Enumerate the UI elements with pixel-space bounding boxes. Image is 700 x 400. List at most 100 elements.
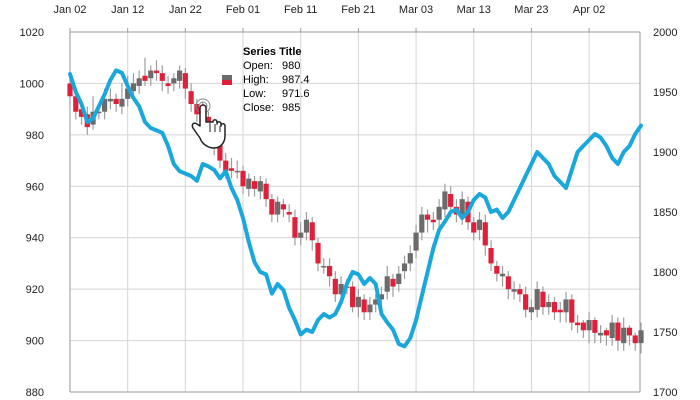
candle-body[interactable] — [269, 199, 275, 215]
candle-body[interactable] — [240, 170, 246, 187]
candle-body[interactable] — [350, 286, 356, 308]
candle-body[interactable] — [119, 98, 125, 107]
candle-body[interactable] — [569, 299, 575, 323]
candle-body[interactable] — [332, 278, 338, 295]
candle-body[interactable] — [275, 201, 281, 215]
candle-body[interactable] — [113, 98, 119, 104]
candle-body[interactable] — [107, 98, 113, 102]
candle-body[interactable] — [499, 273, 506, 277]
candle-body[interactable] — [78, 109, 85, 117]
candle-body[interactable] — [540, 291, 546, 308]
candle-body[interactable] — [626, 327, 633, 336]
candle-body[interactable] — [303, 219, 310, 233]
candle-body[interactable] — [246, 178, 252, 189]
candle-body[interactable] — [598, 332, 604, 336]
candle-body[interactable] — [136, 78, 142, 86]
candle-body[interactable] — [67, 83, 73, 97]
candle-body[interactable] — [257, 181, 263, 192]
candle-body[interactable] — [176, 70, 183, 81]
candle-body[interactable] — [448, 194, 454, 207]
candle-body[interactable] — [557, 309, 563, 313]
candle-body[interactable] — [326, 266, 333, 277]
candle-body[interactable] — [361, 299, 367, 313]
candle-body[interactable] — [523, 294, 529, 310]
candle-body[interactable] — [517, 289, 523, 295]
candle-body[interactable] — [482, 222, 488, 246]
line-series[interactable] — [68, 68, 643, 349]
candle-body[interactable] — [442, 191, 448, 210]
candle-body[interactable] — [315, 242, 321, 264]
candle-body[interactable] — [367, 304, 373, 313]
candle-body[interactable] — [125, 88, 131, 99]
candle-body[interactable] — [621, 327, 627, 344]
candle-body[interactable] — [603, 330, 609, 336]
candle-body[interactable] — [223, 160, 229, 171]
line-series-path[interactable] — [68, 68, 643, 349]
candle-body[interactable] — [321, 266, 327, 268]
candlestick-series[interactable] — [67, 57, 644, 354]
candle-body[interactable] — [471, 222, 477, 233]
candle-body[interactable] — [263, 183, 269, 200]
y-left-tick-label: 940 — [26, 233, 44, 245]
candle-body[interactable] — [407, 253, 413, 264]
candle-body[interactable] — [298, 232, 304, 238]
candle-body[interactable] — [413, 232, 419, 251]
candle-body[interactable] — [188, 91, 194, 104]
candle-body[interactable] — [355, 296, 361, 308]
candle-body[interactable] — [384, 276, 390, 292]
candle-body[interactable] — [546, 302, 552, 308]
candle-body[interactable] — [574, 322, 581, 326]
candle-body[interactable] — [182, 73, 188, 89]
candle-body[interactable] — [130, 83, 137, 92]
candle-body[interactable] — [488, 248, 494, 264]
candle-body[interactable] — [286, 212, 292, 215]
candle-body[interactable] — [378, 294, 385, 300]
candle-body[interactable] — [280, 204, 286, 210]
candle-body[interactable] — [159, 73, 165, 81]
candle-body[interactable] — [494, 266, 500, 274]
candle-body[interactable] — [251, 181, 258, 189]
candle-body[interactable] — [292, 217, 298, 238]
candle-body[interactable] — [563, 299, 569, 313]
candle-body[interactable] — [338, 284, 344, 295]
grid — [69, 31, 640, 393]
candle-body[interactable] — [153, 70, 160, 74]
candle-body[interactable] — [165, 83, 171, 86]
candle-body[interactable] — [390, 278, 396, 287]
candle-body[interactable] — [419, 214, 425, 233]
candle-body[interactable] — [401, 263, 408, 272]
candle-body[interactable] — [638, 330, 644, 344]
candle-body[interactable] — [511, 289, 517, 292]
candle-body[interactable] — [615, 322, 621, 341]
candle-body[interactable] — [505, 276, 511, 290]
candle-body[interactable] — [234, 170, 240, 173]
candle-body[interactable] — [586, 320, 592, 331]
candle-body[interactable] — [142, 75, 148, 81]
candle-body[interactable] — [592, 320, 598, 333]
candle-body[interactable] — [632, 335, 638, 344]
candle-body[interactable] — [373, 299, 379, 305]
candle-body[interactable] — [430, 219, 436, 223]
x-tick-label: Jan 22 — [169, 4, 202, 16]
candle-body[interactable] — [148, 70, 154, 79]
candle-body[interactable] — [309, 222, 315, 241]
candle-body[interactable] — [534, 289, 540, 310]
x-tick-label: Mar 23 — [514, 4, 548, 16]
candle-body[interactable] — [580, 322, 586, 331]
candle-body[interactable] — [551, 302, 558, 313]
y-left-tick-label: 960 — [26, 181, 44, 193]
candle-body[interactable] — [96, 111, 102, 114]
candle-body[interactable] — [528, 307, 535, 313]
candle-body[interactable] — [436, 206, 442, 220]
candle-body[interactable] — [396, 273, 402, 284]
candle-body[interactable] — [73, 96, 79, 112]
candle-body[interactable] — [425, 214, 431, 220]
candle-body[interactable] — [609, 322, 615, 338]
candle-body[interactable] — [459, 199, 465, 215]
candle-body[interactable] — [171, 78, 177, 84]
candle-body[interactable] — [228, 168, 235, 171]
candle-body[interactable] — [217, 145, 223, 161]
candle-body[interactable] — [476, 219, 483, 230]
candle-body[interactable] — [102, 98, 108, 112]
